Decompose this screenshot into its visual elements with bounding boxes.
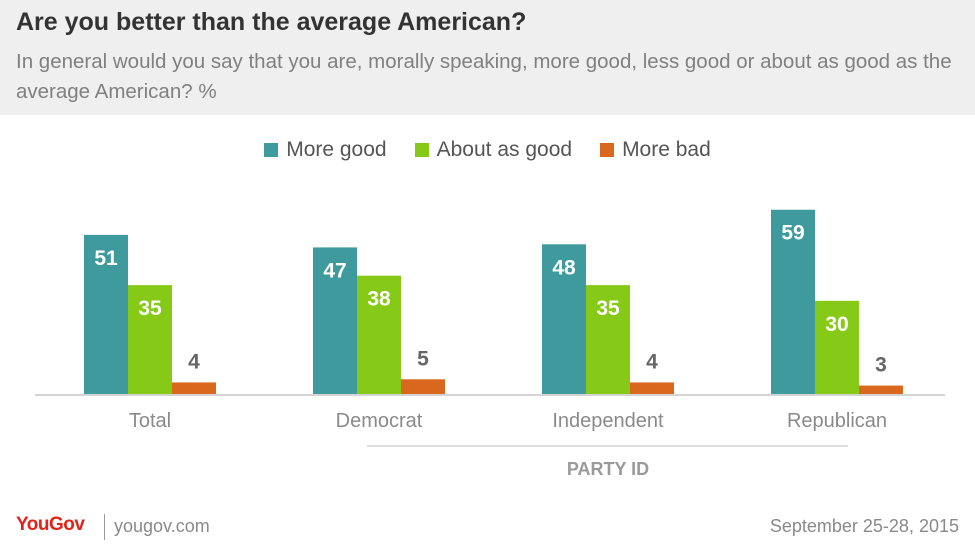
category-label-total: Total: [129, 410, 171, 432]
footer-site-link[interactable]: yougov.com: [114, 516, 210, 536]
header-banner: Are you better than the average American…: [0, 0, 975, 115]
data-label-total-more-bad: 4: [188, 350, 200, 373]
data-label-independent-about-as-good: 35: [596, 297, 620, 320]
legend-item-more-good: More good: [264, 138, 387, 162]
bar-independent-more-good: [542, 244, 586, 395]
footer-date: September 25-28, 2015: [769, 516, 959, 536]
yougov-logo: YouGov: [16, 514, 85, 535]
data-label-republican-more-bad: 3: [875, 354, 887, 377]
legend-swatch-more-bad: [600, 143, 615, 157]
data-label-total-more-good: 51: [94, 247, 118, 270]
category-label-republican: Republican: [787, 410, 887, 432]
data-label-total-about-as-good: 35: [138, 297, 162, 320]
bar-democrat-more-good: [313, 247, 357, 395]
legend-label-about-as-good: About as good: [436, 138, 573, 161]
chart-subtitle: In general would you say that you are, m…: [16, 50, 952, 103]
data-label-republican-about-as-good: 30: [825, 313, 848, 336]
legend-label-more-bad: More bad: [622, 138, 711, 161]
legend-item-about-as-good: About as good: [414, 138, 573, 162]
bar-chart: 51 35 4 Total 47 38 5 Democrat 48 35 4 Independent 5…: [35, 209, 945, 479]
bar-independent-more-bad: [630, 382, 674, 395]
data-label-republican-more-good: 59: [781, 222, 804, 245]
footer-divider: [104, 514, 105, 540]
legend-swatch-about-as-good: [414, 143, 429, 157]
legend-swatch-more-good: [264, 143, 279, 157]
bar-total-about-as-good: [128, 285, 172, 395]
data-label-independent-more-bad: 4: [646, 350, 658, 373]
bar-democrat-about-as-good: [357, 275, 401, 395]
data-label-democrat-more-good: 47: [323, 259, 346, 282]
bar-republican-more-good: [771, 209, 815, 395]
bar-republican-about-as-good: [815, 300, 859, 395]
data-label-independent-more-good: 48: [552, 256, 576, 279]
bar-total-more-good: [84, 234, 128, 395]
bar-independent-about-as-good: [586, 285, 630, 395]
party-id-group-label: PARTY ID: [567, 459, 649, 479]
bar-republican-more-bad: [859, 385, 903, 395]
category-label-democrat: Democrat: [336, 410, 423, 432]
bar-democrat-more-bad: [401, 379, 445, 395]
legend: More good About as good More bad: [0, 136, 975, 164]
legend-label-more-good: More good: [286, 138, 387, 161]
category-label-independent: Independent: [552, 410, 664, 432]
data-label-democrat-more-bad: 5: [417, 347, 429, 370]
chart-title: Are you better than the average American…: [16, 8, 527, 36]
data-label-democrat-about-as-good: 38: [367, 288, 391, 311]
bar-total-more-bad: [172, 382, 216, 395]
legend-item-more-bad: More bad: [600, 138, 711, 162]
